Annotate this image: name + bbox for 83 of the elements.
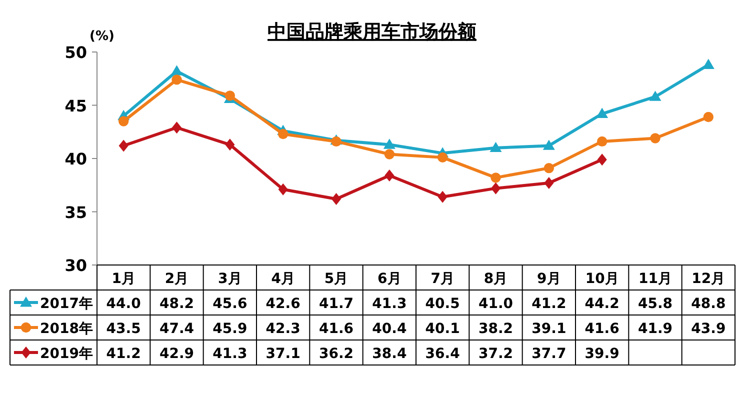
point bbox=[383, 138, 396, 149]
point bbox=[384, 149, 395, 160]
y-axis-title: (%) bbox=[90, 29, 114, 44]
point bbox=[118, 116, 129, 126]
point bbox=[596, 108, 608, 118]
point bbox=[278, 128, 288, 140]
data-label: 48.8 bbox=[691, 296, 726, 312]
point bbox=[170, 65, 183, 76]
data-label: 43.9 bbox=[691, 321, 726, 337]
point bbox=[597, 154, 607, 166]
point bbox=[544, 162, 554, 174]
y-tick-label: 30 bbox=[64, 256, 87, 275]
data-label: 48.2 bbox=[159, 296, 194, 312]
legend-label: 2017年 bbox=[40, 296, 93, 312]
data-label: 41.3 bbox=[212, 346, 248, 362]
point bbox=[703, 112, 714, 122]
x-tick-label: 3月 bbox=[218, 271, 242, 287]
point bbox=[490, 142, 502, 152]
data-label: 41.6 bbox=[318, 321, 354, 337]
legend-label: 2018年 bbox=[40, 321, 93, 337]
x-tick-label: 1月 bbox=[112, 271, 136, 287]
point bbox=[384, 170, 394, 182]
data-label: 41.3 bbox=[372, 296, 407, 312]
point bbox=[596, 136, 608, 147]
y-tick-label: 35 bbox=[64, 202, 87, 222]
data-label: 37.7 bbox=[532, 346, 566, 362]
data-label: 40.4 bbox=[372, 321, 407, 337]
data-label: 42.6 bbox=[266, 296, 300, 312]
x-tick-label: 6月 bbox=[378, 271, 402, 287]
y-tick-label: 50 bbox=[64, 43, 87, 62]
data-label: 44.2 bbox=[584, 296, 620, 312]
y-tick-label: 40 bbox=[64, 150, 87, 168]
data-label: 40.5 bbox=[425, 296, 460, 312]
point bbox=[437, 152, 448, 163]
data-label: 45.6 bbox=[212, 296, 248, 312]
x-tick-label: 8月 bbox=[484, 271, 508, 287]
point bbox=[438, 190, 448, 203]
point bbox=[544, 176, 554, 189]
data-label: 37.1 bbox=[266, 346, 300, 362]
data-label: 36.2 bbox=[318, 346, 354, 362]
point bbox=[172, 74, 182, 85]
data-label: 42.3 bbox=[266, 321, 300, 337]
data-label: 42.9 bbox=[159, 346, 194, 362]
x-tick-label: 7月 bbox=[430, 271, 454, 287]
point bbox=[278, 183, 288, 196]
chart-title: 中国品牌乘用车市场份额 bbox=[268, 21, 478, 43]
data-label: 41.9 bbox=[638, 321, 673, 337]
point bbox=[650, 133, 660, 144]
x-tick-label: 11月 bbox=[638, 271, 672, 287]
x-tick-label: 2月 bbox=[164, 271, 189, 287]
point bbox=[118, 140, 128, 152]
data-label: 44.0 bbox=[106, 296, 142, 312]
data-label: 39.9 bbox=[584, 346, 620, 362]
data-label: 41.6 bbox=[584, 321, 620, 337]
data-label: 43.5 bbox=[106, 321, 141, 337]
x-tick-label: 4月 bbox=[271, 271, 295, 287]
x-tick-label: 10月 bbox=[585, 271, 619, 287]
x-tick-label: 5月 bbox=[324, 271, 348, 287]
point bbox=[172, 122, 182, 134]
data-label: 36.4 bbox=[425, 346, 460, 362]
data-label: 41.2 bbox=[106, 346, 141, 362]
data-label: 45.8 bbox=[638, 296, 673, 312]
point bbox=[542, 140, 555, 150]
data-label: 38.2 bbox=[478, 321, 514, 337]
legend-label: 2019年 bbox=[40, 346, 93, 362]
data-label: 45.9 bbox=[212, 321, 248, 337]
point bbox=[649, 90, 662, 101]
point bbox=[224, 90, 236, 101]
data-label: 38.4 bbox=[372, 346, 407, 362]
data-label: 41.2 bbox=[532, 296, 566, 312]
x-tick-label: 12月 bbox=[692, 271, 726, 287]
point bbox=[331, 192, 342, 205]
point bbox=[225, 138, 235, 151]
data-label: 47.4 bbox=[159, 321, 194, 337]
data-label: 37.2 bbox=[478, 346, 514, 362]
data-label: 40.1 bbox=[425, 321, 460, 337]
point bbox=[490, 182, 501, 194]
data-label: 39.1 bbox=[532, 321, 566, 337]
data-label: 41.7 bbox=[318, 296, 354, 312]
point bbox=[490, 172, 501, 183]
y-tick-label: 45 bbox=[64, 96, 87, 116]
data-label: 41.0 bbox=[478, 296, 514, 312]
x-tick-label: 9月 bbox=[537, 271, 561, 287]
